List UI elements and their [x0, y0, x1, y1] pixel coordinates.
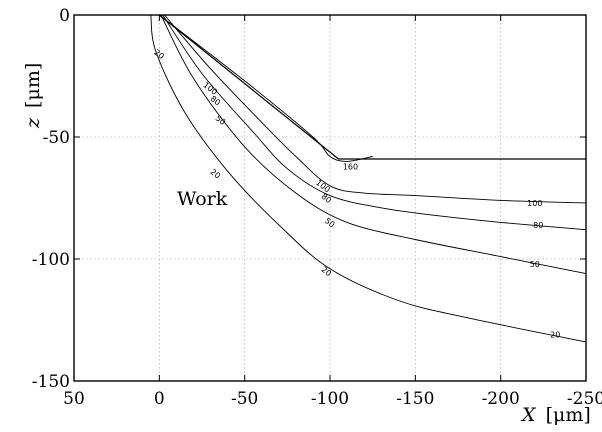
x-tick-label: -50 [231, 389, 258, 409]
axis-ticks: 50 0 -50 -100 -150 -200 -250 0 -50 -100 -150 [32, 6, 602, 409]
x-tick-label: -150 [396, 389, 434, 409]
region-label-work: Work [177, 188, 228, 210]
y-axis-label: z [μm] [22, 63, 44, 129]
x-tick-label: 0 [154, 389, 165, 409]
x-tick-label: -100 [311, 389, 349, 409]
x-tick-label: -250 [567, 389, 602, 409]
x-axis-label-unit: [μm] [546, 404, 591, 426]
contour-label-inner: 20 [209, 167, 223, 180]
contour-line-50 [160, 14, 587, 275]
grid [74, 15, 586, 381]
contour-label-inner: 50 [214, 114, 228, 127]
x-tick-label: 50 [63, 389, 85, 409]
contour-label-inner: 20 [319, 265, 333, 278]
contour-line-80 [162, 14, 587, 231]
y-axis-label-unit: [μm] [22, 63, 44, 108]
x-tick-label: -200 [482, 389, 520, 409]
contour-label-80: 80 [533, 221, 543, 230]
contour-lines [150, 14, 587, 343]
tool-boundary-line [158, 14, 586, 160]
x-axis-label-main: X [520, 404, 537, 426]
y-tick-label: -150 [32, 372, 70, 392]
contour-line-160 [159, 14, 373, 162]
contour-label-inner: 80 [209, 94, 223, 107]
contour-label-50: 50 [530, 260, 540, 269]
contour-line-20 [150, 14, 587, 343]
contour-line-100 [164, 14, 587, 204]
contour-label-inner: 50 [323, 216, 337, 229]
contour-label-100: 100 [527, 199, 542, 208]
x-axis-label: X [μm] [520, 404, 591, 426]
contour-label-20: 20 [550, 331, 560, 340]
y-tick-label: -100 [32, 250, 70, 270]
y-axis-label-main: z [22, 117, 44, 129]
y-tick-label: -50 [43, 128, 70, 148]
contour-label-160: 160 [343, 162, 358, 171]
y-tick-label: 0 [59, 6, 70, 26]
contour-label-inner: 20 [152, 48, 166, 61]
